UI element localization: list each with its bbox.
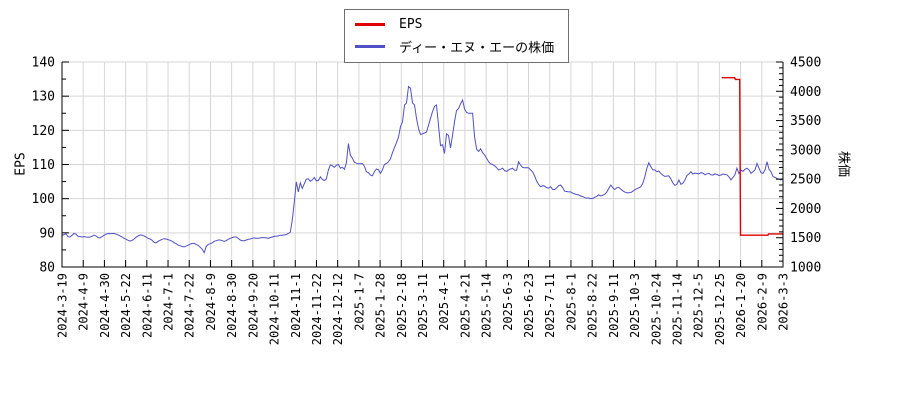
left-axis-tick-label: 120 <box>32 124 55 139</box>
x-axis-tick-label: 2024-6-11 <box>140 273 154 338</box>
right-axis-tick-label: 2500 <box>790 173 821 188</box>
x-axis-tick-label: 2024-7-1 <box>162 273 176 331</box>
x-axis-tick-label: 2024-12-12 <box>331 273 345 345</box>
x-axis-tick-label: 2024-5-22 <box>119 273 133 338</box>
left-axis-tick-label: 110 <box>32 158 55 173</box>
x-axis-tick-label: 2025-4-21 <box>458 273 472 338</box>
x-axis-tick-label: 2025-2-18 <box>395 273 409 338</box>
x-axis-tick-label: 2024-10-11 <box>268 273 282 345</box>
x-axis-tick-label: 2024-3-19 <box>56 273 70 338</box>
left-axis-tick-label: 130 <box>32 90 55 105</box>
legend-label-stock-price: ディー・エヌ・エーの株価 <box>399 41 555 56</box>
left-axis-tick-label: 80 <box>39 261 55 276</box>
legend-label-eps: EPS <box>399 17 423 32</box>
x-axis-tick-label: 2025-6-23 <box>522 273 536 338</box>
right-axis-tick-label: 2000 <box>790 202 821 217</box>
left-axis-tick-label: 140 <box>32 56 55 71</box>
x-axis-tick-label: 2024-4-30 <box>98 273 112 338</box>
x-axis-tick-label: 2025-3-11 <box>416 273 430 338</box>
x-axis-tick-label: 2025-10-3 <box>628 273 642 338</box>
x-axis-tick-label: 2025-5-14 <box>480 273 494 338</box>
x-axis-tick-label: 2024-7-22 <box>183 273 197 338</box>
x-axis-tick-label: 2025-10-24 <box>649 273 663 345</box>
x-axis-tick-label: 2025-12-25 <box>713 273 727 345</box>
x-axis-tick-label: 2024-11-22 <box>310 273 324 345</box>
x-axis-tick-label: 2024-8-30 <box>225 273 239 338</box>
right-axis-tick-label: 1500 <box>790 231 821 246</box>
left-axis-title: EPS <box>13 152 29 176</box>
x-axis-tick-label: 2026-1-20 <box>734 273 748 338</box>
x-axis-tick-label: 2026-2-9 <box>755 273 769 331</box>
legend-item-stock-price: ディー・エヌ・エーの株価 <box>355 37 554 56</box>
x-axis-tick-label: 2025-6-3 <box>501 273 515 331</box>
x-axis-tick-label: 2024-11-1 <box>289 273 303 338</box>
x-axis-tick-label: 2025-8-1 <box>564 273 578 331</box>
x-axis-tick-label: 2026-3-3 <box>777 273 791 331</box>
right-axis-tick-label: 4000 <box>790 85 821 100</box>
x-axis-tick-label: 2024-8-9 <box>204 273 218 331</box>
right-axis-tick-label: 3000 <box>790 143 821 158</box>
x-axis-tick-label: 2025-7-11 <box>543 273 557 338</box>
left-axis-tick-label: 100 <box>32 192 55 207</box>
x-axis-tick-label: 2025-9-11 <box>607 273 621 338</box>
x-axis-tick-label: 2025-8-22 <box>586 273 600 338</box>
right-axis-tick-label: 1000 <box>790 261 821 276</box>
x-axis-tick-label: 2025-12-5 <box>692 273 706 338</box>
legend-item-eps: EPS <box>355 15 554 34</box>
left-axis-tick-label: 90 <box>39 226 55 241</box>
x-axis-tick-label: 2025-1-28 <box>374 273 388 338</box>
eps-series-line <box>721 77 783 236</box>
right-axis-tick-label: 4500 <box>790 56 821 71</box>
stock-price-line-swatch <box>355 45 385 48</box>
legend: EPS ディー・エヌ・エーの株価 <box>344 9 570 63</box>
eps-line-swatch <box>355 23 385 26</box>
x-axis-tick-label: 2025-11-14 <box>670 273 684 345</box>
right-axis-tick-label: 3500 <box>790 114 821 129</box>
stock-price-series-line <box>61 85 784 254</box>
right-axis-title: 株価 <box>835 150 851 178</box>
x-axis-tick-label: 2025-1-7 <box>352 273 366 331</box>
x-axis-tick-label: 2024-4-9 <box>77 273 91 331</box>
x-axis-tick-label: 2024-9-20 <box>246 273 260 338</box>
x-axis-tick-label: 2025-4-1 <box>437 273 451 331</box>
